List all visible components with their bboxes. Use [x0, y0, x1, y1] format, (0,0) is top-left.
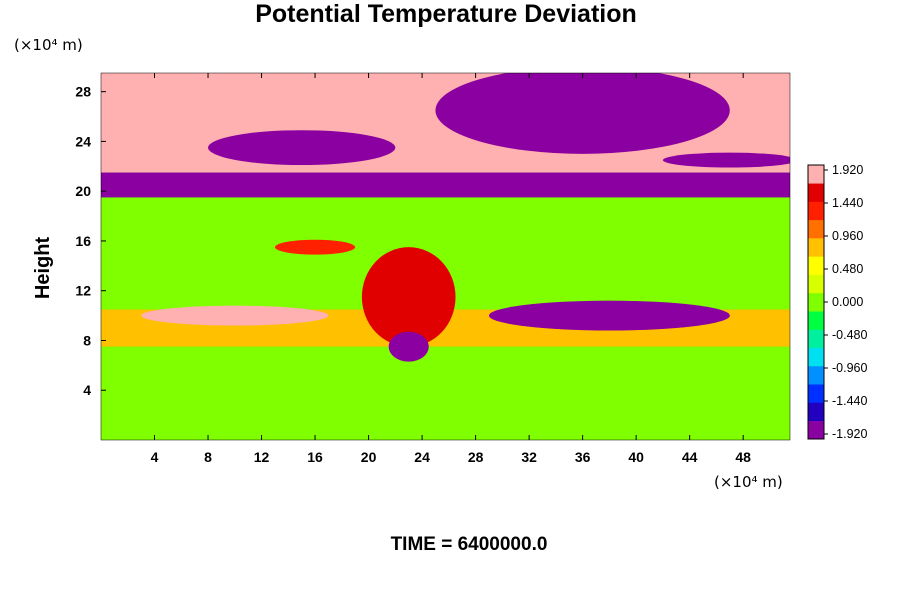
colorbar-segment-7: [808, 292, 824, 312]
colorbar-segment-4: [808, 347, 824, 367]
colorbar-segment-14: [808, 165, 824, 184]
y-tick-label-12: 12: [75, 283, 91, 299]
colorbar-label-2: 0.960: [832, 229, 863, 243]
x-tick-label-12: 12: [254, 449, 270, 465]
colorbar: 1.920 1.440 0.960 0.480 0.000 -0.480 -0.960 -1.…: [807, 163, 867, 441]
x-tick-label-40: 40: [628, 449, 644, 465]
colorbar-label-7: -1.440: [832, 394, 867, 408]
colorbar-segment-2: [808, 384, 824, 403]
field-blob-1: [208, 130, 396, 166]
y-tick-label-16: 16: [75, 233, 91, 249]
colorbar-label-8: -1.920: [832, 427, 867, 441]
y-tick-label-24: 24: [75, 133, 91, 149]
colorbar-segment-6: [808, 311, 824, 330]
colorbar-label-5: -0.480: [832, 328, 867, 342]
colorbar-segment-12: [808, 201, 824, 221]
y-tick-label-4: 4: [83, 382, 91, 398]
colorbar-label-0: 1.920: [832, 163, 863, 177]
x-tick-label-24: 24: [414, 449, 430, 465]
colorbar-label-6: -0.960: [832, 361, 867, 375]
x-tick-label-48: 48: [735, 449, 751, 465]
plot-area: [101, 73, 790, 440]
field-blob-2: [662, 152, 790, 168]
field-blobs: [141, 73, 790, 362]
y-tick-label-28: 28: [75, 84, 91, 100]
x-tick-label-4: 4: [151, 449, 159, 465]
x-tick-label-32: 32: [521, 449, 537, 465]
x-tick-label-16: 16: [307, 449, 323, 465]
field-blob-6: [388, 331, 429, 362]
plot-frame: [100, 72, 791, 441]
field-blob-5: [488, 300, 730, 331]
colorbar-segment-5: [808, 329, 824, 348]
time-label: TIME = 6400000.0: [391, 534, 548, 555]
colorbar-segment-3: [808, 365, 824, 385]
y-axis: 4 8 12 16 20 24 28: [75, 84, 106, 398]
colorbar-label-4: 0.000: [832, 295, 863, 309]
field-blob-7: [274, 239, 356, 255]
y-tick-label-20: 20: [75, 183, 91, 199]
y-unit-label: (×10⁴ m): [14, 36, 83, 54]
field-band-0: [101, 346, 790, 440]
colorbar-segment-8: [808, 274, 824, 294]
x-unit-label: (×10⁴ m): [714, 473, 783, 491]
x-tick-label-20: 20: [361, 449, 377, 465]
colorbar-segment-13: [808, 183, 824, 202]
x-tick-label-36: 36: [575, 449, 591, 465]
field-blob-0: [435, 73, 730, 154]
chart-title: Potential Temperature Deviation: [255, 0, 637, 28]
x-axis: 4 8 12 16 20 24 28 32 36 40 44 48: [151, 73, 751, 465]
x-tick-label-44: 44: [682, 449, 698, 465]
field-blob-4: [141, 305, 329, 326]
x-tick-label-28: 28: [468, 449, 484, 465]
field-band-3: [101, 172, 790, 198]
colorbar-segment-9: [808, 256, 824, 275]
colorbar-segment-0: [808, 420, 824, 440]
y-tick-label-8: 8: [83, 332, 91, 348]
colorbar-segment-10: [808, 238, 824, 257]
field-blob-3: [361, 247, 456, 347]
colorbar-segment-11: [808, 219, 824, 239]
colorbar-label-3: 0.480: [832, 262, 863, 276]
x-tick-label-8: 8: [204, 449, 212, 465]
colorbar-label-1: 1.440: [832, 196, 863, 210]
y-axis-title: Height: [32, 237, 54, 300]
colorbar-segment-1: [808, 402, 824, 422]
